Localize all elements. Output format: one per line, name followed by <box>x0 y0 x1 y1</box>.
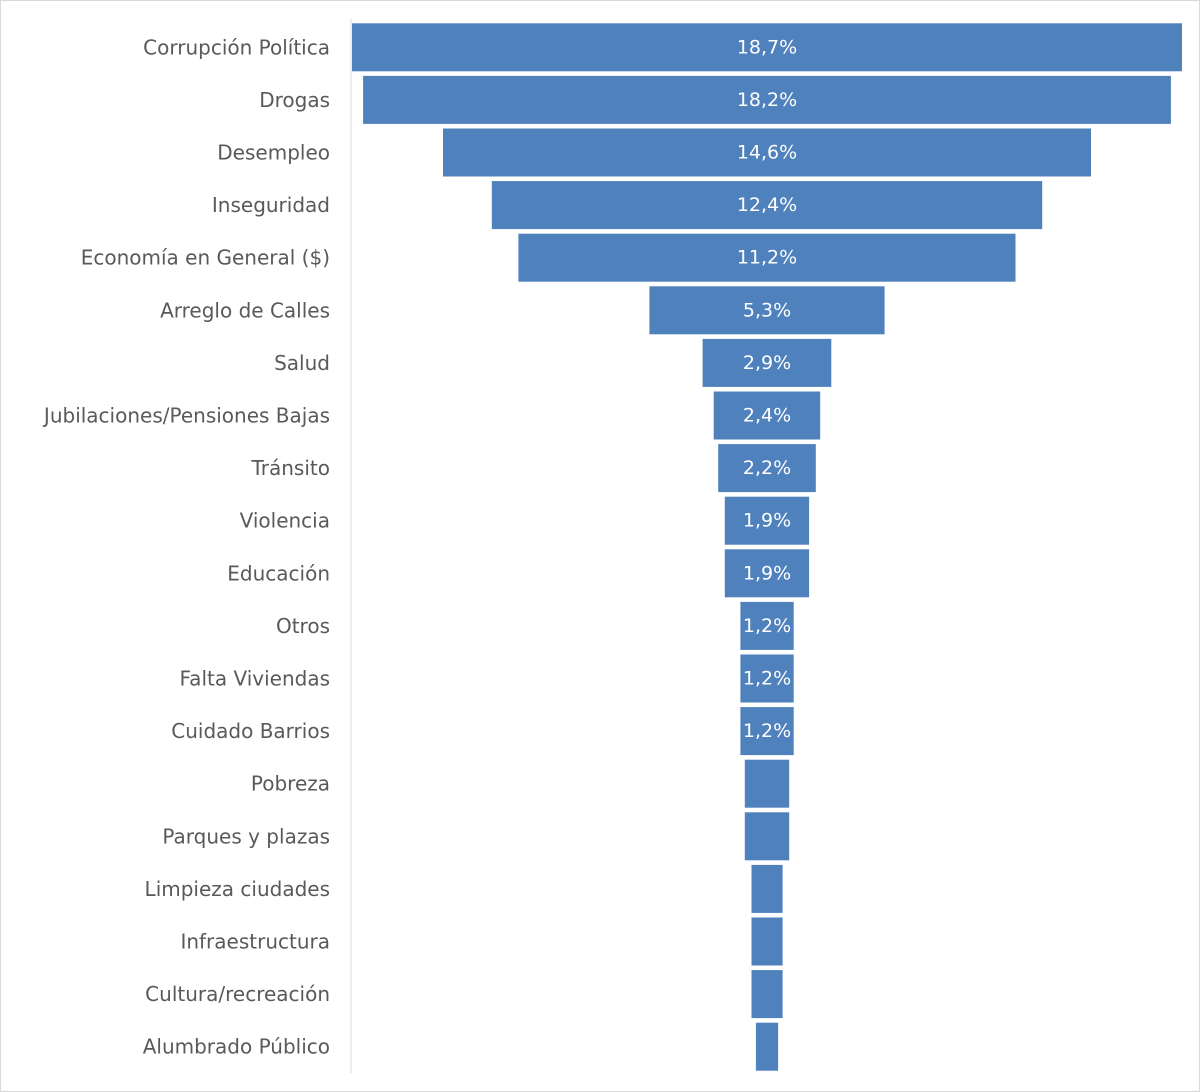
category-label: Arreglo de Calles <box>160 298 330 322</box>
bar-9 <box>718 444 816 493</box>
data-label: 5,3% <box>743 299 791 321</box>
bar-15 <box>744 759 790 808</box>
category-label: Desempleo <box>217 141 330 165</box>
category-label: Educación <box>227 561 330 585</box>
bar-11 <box>724 549 810 598</box>
category-labels: Corrupción Política Drogas Desempleo Insegu… <box>42 35 330 1058</box>
bar-16 <box>744 812 790 861</box>
category-label: Infraestructura <box>180 930 330 954</box>
data-label: 2,4% <box>743 405 791 427</box>
category-label: Limpieza ciudades <box>145 877 330 901</box>
bar-8 <box>713 391 821 440</box>
bars-group <box>352 23 1182 1071</box>
data-label: 1,2% <box>743 720 791 742</box>
category-label: Corrupción Política <box>143 35 330 59</box>
bar-3 <box>443 128 1091 177</box>
category-label: Inseguridad <box>212 193 330 217</box>
bar-5 <box>518 233 1016 282</box>
bar-17 <box>751 864 783 913</box>
category-label: Falta Viviendas <box>180 667 330 691</box>
data-label: 2,2% <box>743 457 791 479</box>
data-label: 18,2% <box>737 89 797 111</box>
bar-10 <box>724 496 810 545</box>
bar-2 <box>363 75 1171 124</box>
bar-18 <box>751 917 783 966</box>
category-label: Otros <box>276 614 330 638</box>
data-label: 18,7% <box>737 36 797 58</box>
bar-4 <box>491 181 1043 230</box>
data-label: 14,6% <box>737 142 797 164</box>
bar-12 <box>740 601 794 650</box>
category-label: Economía en General ($) <box>81 246 330 270</box>
category-label: Drogas <box>259 88 330 112</box>
bar-19 <box>751 970 783 1019</box>
bar-20 <box>755 1022 779 1071</box>
bar-1 <box>352 23 1182 72</box>
bar-13 <box>740 654 794 703</box>
data-label: 1,2% <box>743 668 791 690</box>
data-label: 12,4% <box>737 194 797 216</box>
data-label: 1,9% <box>743 562 791 584</box>
category-label: Violencia <box>240 509 330 533</box>
category-label: Tránsito <box>251 456 331 480</box>
data-labels: 18,7% 18,2% 14,6% 12,4% 11,2% 5,3% 2,9% 2,4% 2,2… <box>737 36 797 742</box>
category-label: Pobreza <box>251 772 330 796</box>
bar-6 <box>649 286 885 335</box>
category-label: Parques y plazas <box>162 824 330 848</box>
category-label: Cultura/recreación <box>145 982 330 1006</box>
category-label: Jubilaciones/Pensiones Bajas <box>42 404 330 428</box>
data-label: 1,9% <box>743 510 791 532</box>
bar-14 <box>740 707 794 756</box>
data-label: 2,9% <box>743 352 791 374</box>
bar-7 <box>702 338 832 387</box>
category-label: Salud <box>274 351 330 375</box>
data-label: 11,2% <box>737 247 797 269</box>
category-label: Cuidado Barrios <box>171 719 330 743</box>
data-label: 1,2% <box>743 615 791 637</box>
category-label: Alumbrado Público <box>143 1035 330 1059</box>
